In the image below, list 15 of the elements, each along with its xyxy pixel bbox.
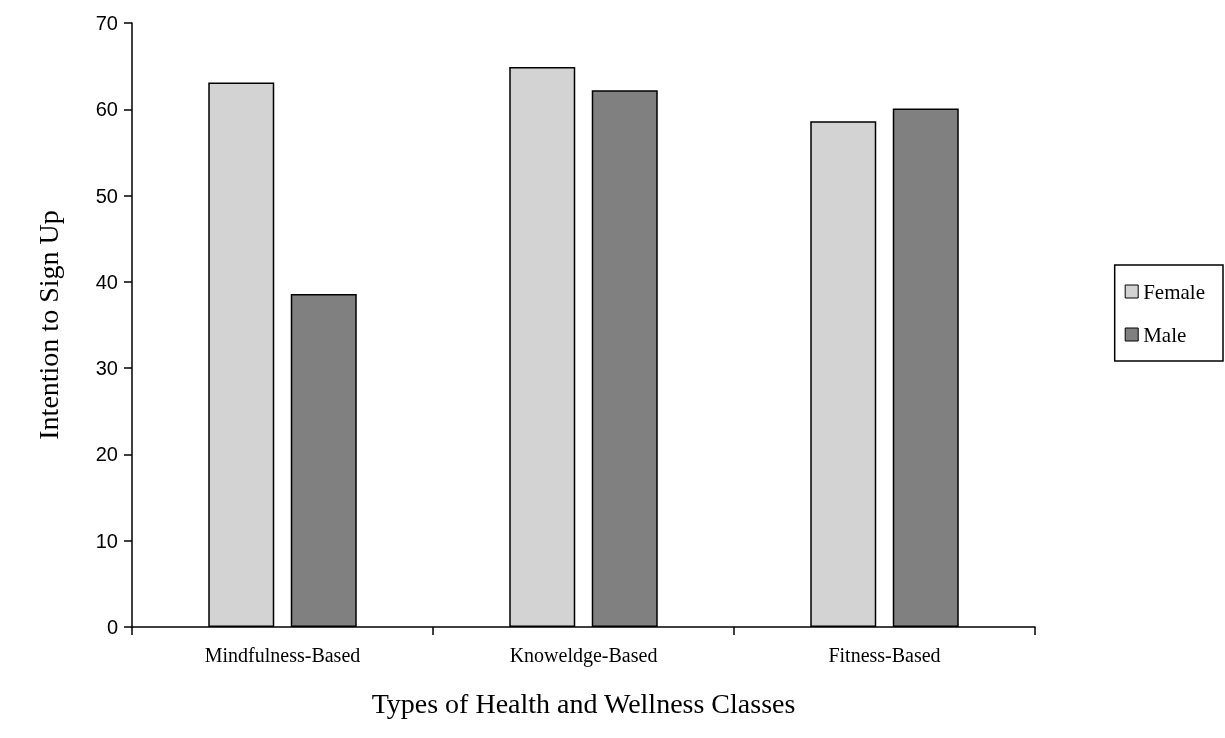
legend-label: Female xyxy=(1143,279,1205,304)
y-tick-label: 30 xyxy=(95,357,118,380)
y-tick-label: 10 xyxy=(95,529,118,552)
y-tick-label: 20 xyxy=(95,443,118,466)
y-tick-label: 50 xyxy=(95,184,118,207)
x-tick-label: Fitness-Based xyxy=(828,644,941,666)
y-tick-label: 60 xyxy=(95,98,118,121)
y-tick-label: 40 xyxy=(95,270,118,293)
y-tick-label: 0 xyxy=(106,616,118,638)
x-tick-label: Knoweldge-Based xyxy=(509,644,658,667)
legend-label: Male xyxy=(1143,322,1187,347)
x-axis-title: Types of Health and Wellness Classes xyxy=(371,687,796,719)
y-axis-title: Intention to Sign Up xyxy=(32,210,64,440)
y-tick-label: 70 xyxy=(95,12,118,34)
x-tick-label: Mindfulness-Based xyxy=(204,644,361,666)
